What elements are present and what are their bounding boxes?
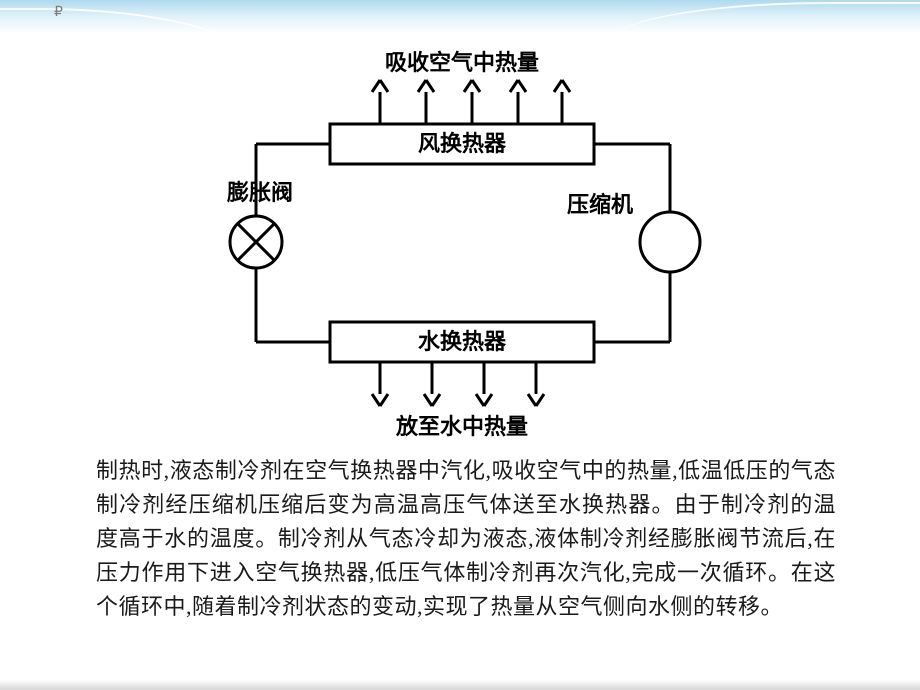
svg-text:膨胀阀: 膨胀阀	[226, 180, 293, 205]
bottom-edge	[0, 680, 920, 690]
svg-text:吸收空气中热量: 吸收空气中热量	[385, 50, 539, 75]
svg-text:压缩机: 压缩机	[567, 192, 633, 217]
heat-pump-diagram: 吸收空气中热量风换热器膨胀阀 压缩机水换热器放至水中热量	[184, 44, 736, 440]
svg-text:风换热器: 风换热器	[418, 131, 507, 156]
body-paragraph: 制热时,液态制冷剂在空气换热器中汽化,吸收空气中的热量,低温低压的气态制冷剂经压…	[96, 454, 836, 624]
slide: ₽ 吸收空气中热量风换热器膨胀阀 压缩机水换热器放至水中热量 制热时,液态制冷剂在…	[0, 0, 920, 690]
accent-curve	[610, 2, 920, 44]
svg-text:水换热器: 水换热器	[418, 329, 507, 354]
svg-text:放至水中热量: 放至水中热量	[395, 414, 528, 439]
top-accent	[0, 0, 920, 34]
page-mark: ₽	[54, 4, 63, 21]
